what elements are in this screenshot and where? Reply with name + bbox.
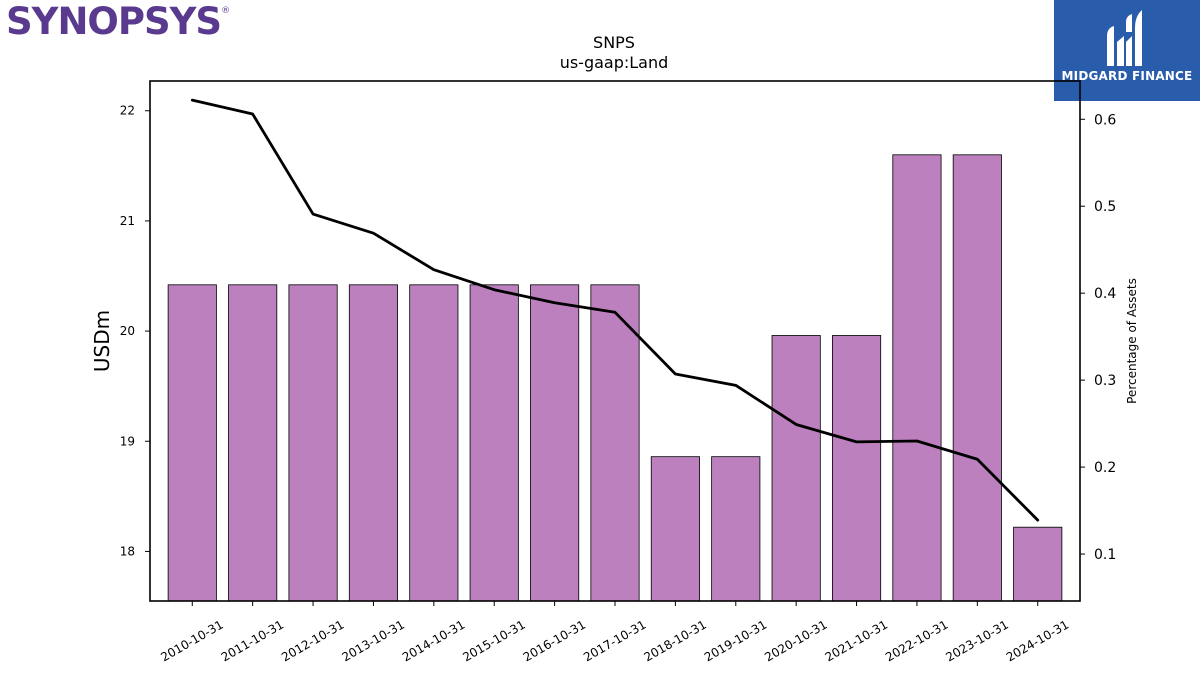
- bar: [892, 154, 942, 602]
- x-tick-label: 2013-10-31: [340, 617, 407, 664]
- x-tick-label: 2016-10-31: [521, 617, 588, 664]
- y2-tick-label: 0.6: [1094, 112, 1116, 128]
- y-tick-label: 18: [120, 544, 135, 558]
- percentage-line: [190, 98, 1040, 522]
- x-tick-label: 2018-10-31: [641, 617, 708, 664]
- x-tick-label: 2015-10-31: [460, 617, 527, 664]
- x-tick-label: 2014-10-31: [400, 617, 467, 664]
- synopsys-logo-text: SYNOPSYS: [6, 0, 222, 43]
- midgard-mark-icon: [1107, 10, 1142, 66]
- x-tick-label: 2017-10-31: [581, 617, 648, 664]
- x-tick-label: 2011-10-31: [219, 617, 286, 664]
- x-tick-label: 2019-10-31: [702, 617, 769, 664]
- bar: [409, 284, 459, 602]
- y-tick-label: 20: [120, 324, 135, 338]
- bar: [590, 284, 640, 602]
- x-tick-label: 2012-10-31: [279, 617, 346, 664]
- midgard-finance-logo: MIDGARD FINANCE: [1054, 0, 1200, 101]
- bar: [711, 456, 761, 602]
- y2-tick-label: 0.4: [1094, 286, 1116, 302]
- bar: [228, 284, 278, 602]
- y2-tick-label: 0.2: [1094, 460, 1116, 476]
- registered-mark: ®: [221, 6, 231, 16]
- x-tick-label: 2020-10-31: [762, 617, 829, 664]
- bar: [530, 284, 580, 602]
- x-tick-label: 2023-10-31: [943, 617, 1010, 664]
- x-tick-label: 2024-10-31: [1004, 617, 1071, 664]
- bar: [771, 335, 821, 602]
- line-series: [190, 98, 1040, 522]
- chart-title: SNPS: [593, 33, 635, 52]
- y-axis-label: USDm: [90, 310, 114, 372]
- bar: [288, 284, 338, 602]
- synopsys-logo: SYNOPSYS®: [6, 2, 230, 42]
- x-tick-label: 2021-10-31: [823, 617, 890, 664]
- y-tick-label: 21: [120, 214, 135, 228]
- bar: [650, 456, 700, 602]
- y-tick-label: 22: [120, 104, 135, 118]
- y2-tick-label: 0.5: [1094, 199, 1116, 215]
- y2-axis-label: Percentage of Assets: [1125, 278, 1139, 404]
- bar: [1013, 526, 1063, 602]
- chart-subtitle: us-gaap:Land: [560, 53, 669, 72]
- midgard-finance-text: MIDGARD FINANCE: [1061, 69, 1193, 83]
- y-tick-label: 19: [120, 434, 135, 448]
- bar: [832, 335, 882, 602]
- x-tick-label: 2010-10-31: [158, 617, 225, 664]
- bar: [348, 284, 399, 602]
- bar-series: [167, 154, 1063, 602]
- x-tick-label: 2022-10-31: [883, 617, 950, 664]
- y2-tick-label: 0.3: [1094, 373, 1116, 389]
- y2-tick-label: 0.1: [1094, 547, 1116, 563]
- bar: [469, 284, 519, 602]
- bar: [952, 154, 1002, 602]
- bar: [167, 284, 217, 602]
